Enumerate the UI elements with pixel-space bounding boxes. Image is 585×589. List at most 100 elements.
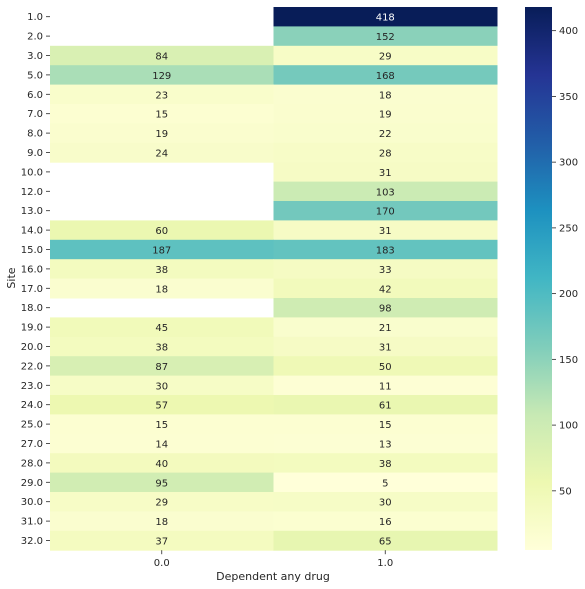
cell-value-label: 18 [155,284,168,295]
cell-value-label: 15 [155,110,168,121]
heatmap-cell [273,395,498,415]
cell-value-label: 183 [376,246,395,257]
heatmap-cell [50,123,274,144]
heatmap-cell [273,7,498,27]
cell-value-label: 42 [379,284,392,295]
colorbar-tick-label: 400 [559,26,578,37]
cell-value-label: 57 [155,401,168,412]
heatmap-cell [50,65,274,86]
heatmap-cell [273,317,498,338]
y-tick-label: 1.0 [27,12,43,23]
heatmap-cell [273,336,498,357]
cell-value-label: 95 [155,478,168,489]
colorbar-tick-label: 250 [559,223,578,234]
cell-value-label: 45 [155,323,168,334]
cell-value-label: 50 [379,362,392,373]
y-axis-ticks: 1.0 2.0 3.0 5.0 6.0 7.0 8.0 9.0 10.0 12.0 13.0 14.0… [21,12,50,547]
cell-value-label: 418 [376,13,395,24]
heatmap-cell [273,472,498,493]
heatmap-cell [273,84,498,105]
heatmap-cell [273,45,498,66]
heatmap-cell [273,65,498,86]
heatmap-cell [273,142,498,163]
y-tick-label: 14.0 [21,226,43,237]
cell-value-label: 29 [379,52,392,63]
y-tick-label: 25.0 [21,420,43,431]
y-tick-label: 2.0 [27,32,43,43]
heatmap-cell [50,84,274,105]
y-tick-label: 28.0 [21,458,43,469]
y-tick-label: 32.0 [21,536,43,547]
cell-value-label: 187 [152,246,171,257]
cell-value-label: 18 [155,517,168,528]
cell-value-label: 22 [379,129,392,140]
cell-value-label: 60 [155,226,168,237]
heatmap-cell [273,278,498,299]
heatmap-cell [273,492,498,512]
cell-value-label: 38 [379,459,392,470]
cell-value-label: 168 [376,71,395,82]
heatmap-cell [50,336,274,357]
cell-value-label: 19 [155,129,168,140]
cell-value-label: 61 [379,401,392,412]
y-tick-label: 6.0 [27,90,43,101]
y-tick-label: 7.0 [27,109,43,120]
cell-value-label: 31 [379,226,392,237]
heatmap-cell [50,472,274,493]
cell-value-label: 28 [379,149,392,160]
y-axis-label: Site [5,267,18,288]
heatmap-cell [273,104,498,124]
heatmap-cell [50,530,274,551]
y-tick-label: 20.0 [21,342,43,353]
cell-value-label: 87 [155,362,168,373]
y-tick-label: 8.0 [27,129,43,140]
heatmap-cell [50,104,274,124]
heatmap-cell [50,453,274,474]
cell-value-label: 98 [379,304,392,315]
heatmap-cell [50,142,274,163]
heatmap-cell [50,220,274,241]
heatmap-cell [273,123,498,144]
y-tick-label: 12.0 [21,187,43,198]
cell-value-label: 21 [379,323,392,334]
cell-value-label: 170 [376,207,395,218]
cell-value-label: 13 [379,440,392,451]
y-tick-label: 29.0 [21,478,43,489]
y-tick-label: 23.0 [21,381,43,392]
heatmap-cell [50,433,274,454]
heatmap-cell [273,220,498,241]
heatmap-cell [273,530,498,551]
colorbar-tick-label: 350 [559,92,578,103]
y-tick-label: 3.0 [27,51,43,62]
y-tick-label: 31.0 [21,517,43,528]
colorbar-tick-label: 50 [559,486,572,497]
heatmap-cell [50,45,274,66]
y-tick-label: 15.0 [21,245,43,256]
cell-value-label: 37 [155,537,168,548]
cell-value-label: 30 [379,498,392,509]
x-axis-label: Dependent any drug [216,570,330,583]
heatmap-cells: 418 152 84 29 129 168 23 18 15 19 19 22 24 28 31 103 170… [50,7,498,551]
heatmap-cell [273,414,498,435]
colorbar-tick-label: 300 [559,158,578,169]
y-tick-label: 17.0 [21,284,43,295]
y-tick-label: 22.0 [21,361,43,372]
heatmap-cell [273,26,498,47]
heatmap-cell [50,395,274,415]
heatmap-cell [50,356,274,377]
heatmap-cell [50,414,274,435]
cell-value-label: 31 [379,168,392,179]
cell-value-label: 24 [155,149,168,160]
heatmap-cell [50,259,274,280]
x-tick-label: 1.0 [377,558,393,569]
cell-value-label: 30 [155,381,168,392]
heatmap-cell [273,298,498,318]
cell-value-label: 19 [379,110,392,121]
heatmap-cell [273,433,498,454]
y-tick-label: 27.0 [21,439,43,450]
cell-value-label: 38 [155,265,168,276]
heatmap-cell [50,492,274,512]
heatmap-cell [50,375,274,396]
heatmap-cell [273,356,498,377]
heatmap-cell [273,181,498,202]
